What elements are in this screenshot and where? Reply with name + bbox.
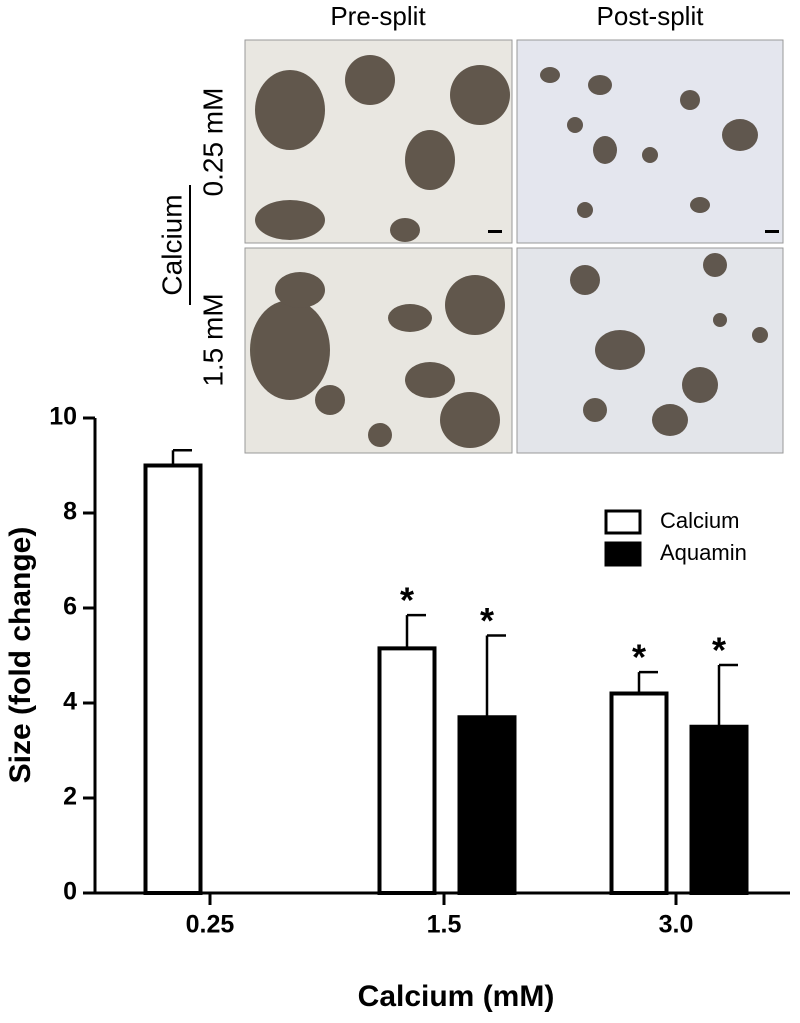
legend-swatch xyxy=(604,509,642,535)
bar xyxy=(457,715,517,895)
y-tick-label: 10 xyxy=(49,403,77,431)
y-tick-label: 0 xyxy=(63,878,77,906)
legend-swatch xyxy=(604,541,642,567)
organoids xyxy=(250,55,768,448)
column-title: Pre-split xyxy=(330,1,426,31)
x-tick-label: 3.0 xyxy=(659,911,694,939)
row-label: 0.25 mM xyxy=(197,88,228,197)
x-tick-label: 1.5 xyxy=(427,911,462,939)
y-tick-label: 2 xyxy=(63,783,77,811)
column-title: Post-split xyxy=(597,1,705,31)
bar xyxy=(609,691,669,895)
significance: * xyxy=(480,600,494,641)
row-label: 1.5 mM xyxy=(197,293,228,386)
significance: * xyxy=(712,630,726,671)
bar xyxy=(377,646,437,895)
y-tick-label: 8 xyxy=(63,498,77,526)
y-axis-label: Size (fold change) xyxy=(4,527,37,784)
micrograph xyxy=(516,247,784,454)
significance: * xyxy=(400,580,414,621)
x-tick-label: 0.25 xyxy=(186,911,235,939)
bar xyxy=(143,463,203,895)
legend-label: Aquamin xyxy=(660,540,747,565)
micrographs xyxy=(189,39,784,454)
row-group-label: Calcium xyxy=(156,194,187,295)
significance: * xyxy=(632,637,646,678)
scale-bar xyxy=(488,230,502,233)
y-tick-label: 6 xyxy=(63,593,77,621)
legend-label: Calcium xyxy=(660,508,739,533)
bar xyxy=(689,724,749,895)
y-tick-label: 4 xyxy=(63,688,77,716)
x-axis-label: Calcium (mM) xyxy=(358,980,555,1013)
scale-bar xyxy=(765,230,779,233)
